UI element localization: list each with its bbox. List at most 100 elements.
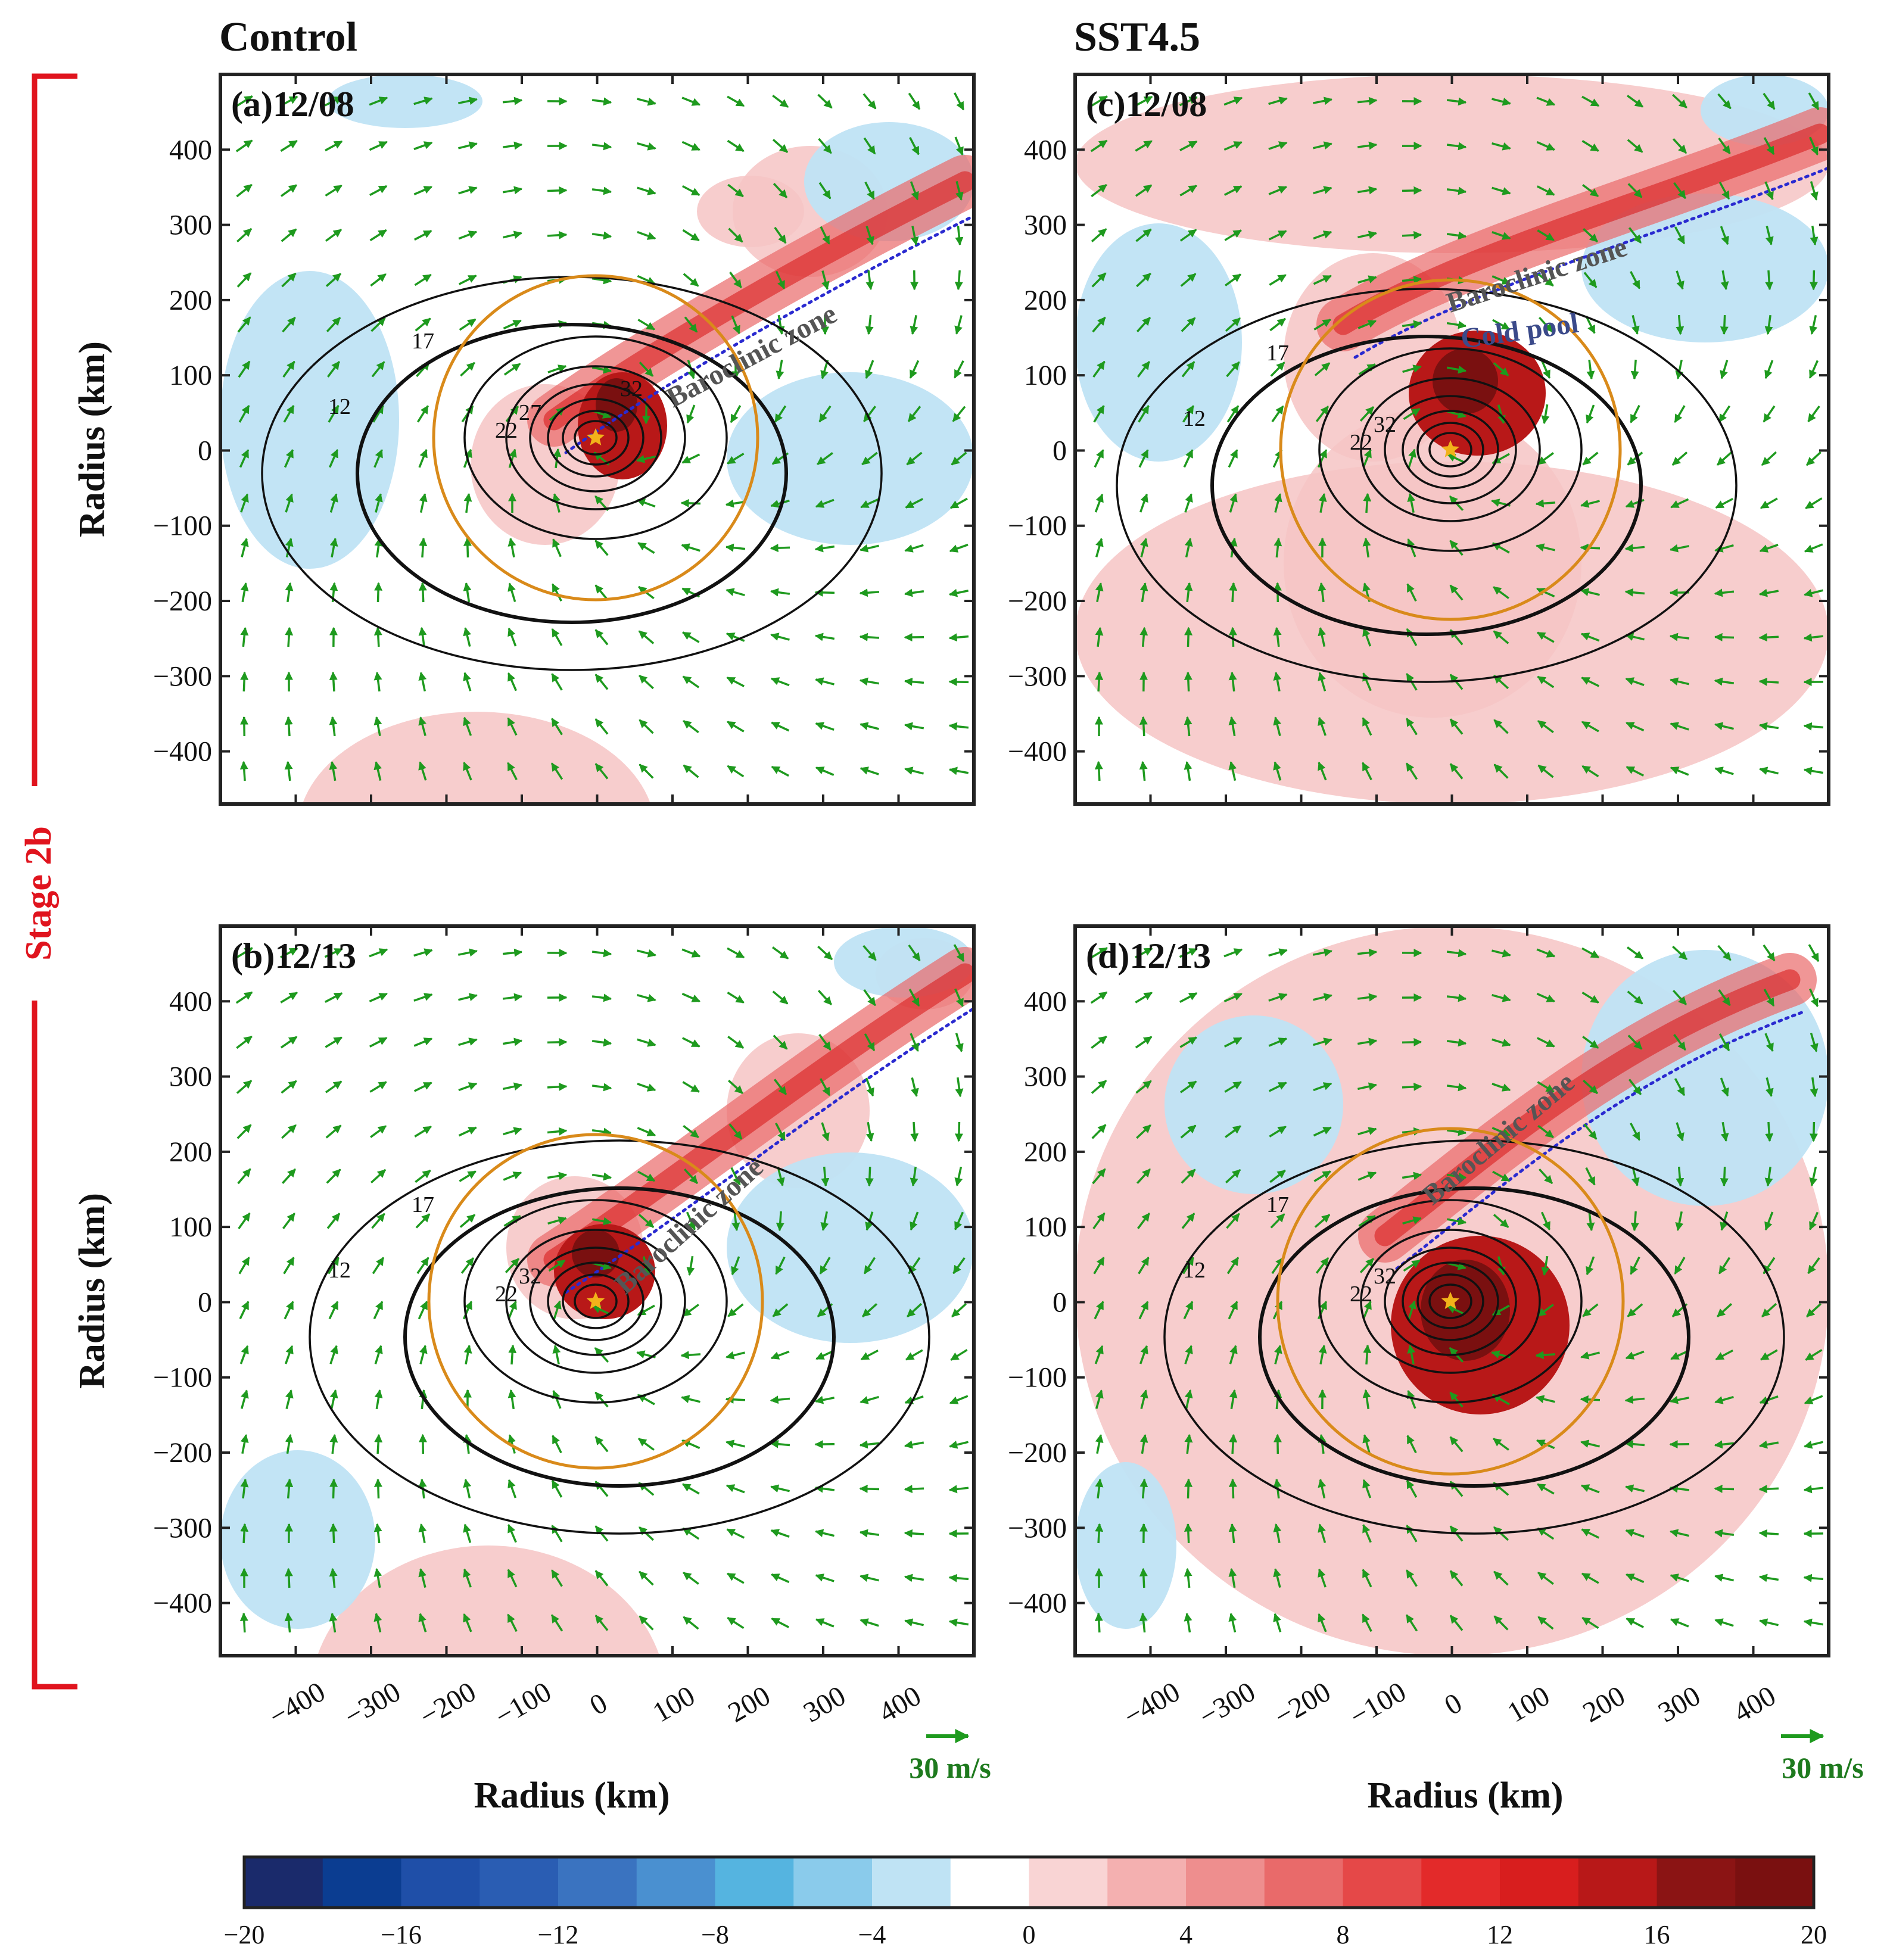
x-tick-label: 0 — [1439, 1687, 1467, 1722]
wind-vector — [1090, 95, 1108, 107]
column-title-sst45: SST4.5 — [1074, 14, 1200, 60]
wind-vector — [458, 1037, 478, 1046]
wind-vector — [1720, 226, 1729, 245]
wind-vector — [1449, 540, 1464, 556]
wind-vector — [1537, 1616, 1554, 1630]
x-tick-label: 200 — [723, 1680, 776, 1729]
y-tick-label: 0 — [1053, 1286, 1067, 1318]
wind-vector — [773, 1034, 788, 1050]
wind-vector — [463, 537, 472, 558]
wind-vector — [865, 1166, 874, 1187]
wind-vector — [726, 1572, 745, 1584]
colorbar-tick-label: −8 — [701, 1920, 729, 1949]
y-tick-label: 300 — [1024, 210, 1067, 241]
wind-vector — [1402, 1171, 1422, 1180]
wind-vector — [417, 405, 429, 423]
wind-vector — [1362, 717, 1372, 736]
wind-vector — [235, 139, 253, 152]
wind-vector — [728, 1079, 743, 1095]
wind-vector — [683, 764, 699, 778]
wind-vector — [1537, 764, 1554, 778]
contour-line — [1384, 1247, 1517, 1356]
colorbar-segment — [1657, 1857, 1736, 1908]
wind-vector — [686, 404, 696, 424]
wind-vector — [686, 1255, 695, 1276]
wind-vector — [683, 1124, 699, 1139]
wind-vector — [727, 1616, 745, 1629]
wind-vector — [1670, 1350, 1689, 1360]
wind-vector — [284, 449, 294, 468]
wind-vector — [776, 1211, 784, 1232]
wind-vector — [1139, 1612, 1148, 1633]
wind-vector — [1228, 671, 1237, 692]
wind-vector — [1630, 1211, 1639, 1232]
wind-vector — [1580, 1484, 1600, 1494]
storm-center-star-icon — [586, 1292, 605, 1309]
wind-vector — [1718, 1257, 1731, 1275]
x-tick-label: −100 — [1344, 1676, 1411, 1732]
wind-vector — [1318, 672, 1327, 691]
wind-vector — [1140, 538, 1148, 557]
wind-vector — [1095, 538, 1104, 557]
wind-vector — [1091, 272, 1107, 288]
wind-vector — [904, 1485, 924, 1494]
wind-vector — [457, 948, 478, 957]
wind-vector — [591, 231, 612, 240]
contour-line — [505, 1229, 686, 1374]
wind-vector — [638, 1438, 655, 1451]
wind-vector — [1313, 319, 1331, 331]
wind-vector — [1184, 582, 1193, 603]
wind-vector — [372, 1257, 385, 1275]
wind-vector — [326, 317, 341, 332]
wind-vector — [1804, 1395, 1823, 1404]
wind-vector — [1269, 274, 1287, 286]
wind-vector — [552, 1389, 562, 1409]
wind-vector — [1492, 186, 1511, 195]
wind-vector — [1763, 405, 1776, 423]
positive-anomaly-region — [1284, 408, 1581, 718]
wind-vector — [1625, 677, 1645, 686]
wind-vector — [727, 139, 745, 152]
wind-vector — [910, 1166, 918, 1187]
wind-vector — [684, 316, 698, 333]
wind-vector — [863, 1257, 876, 1275]
wind-vector — [864, 181, 875, 200]
wind-vector — [1313, 1170, 1331, 1182]
wind-vector — [1181, 317, 1196, 332]
wind-vector — [639, 1615, 654, 1631]
wind-vector — [1582, 184, 1599, 197]
wind-vector — [1537, 452, 1554, 465]
wind-vector — [1139, 1568, 1148, 1588]
wind-vector — [507, 627, 517, 647]
wind-vector — [550, 762, 563, 780]
wind-vector — [1585, 1167, 1596, 1186]
wind-vector — [1223, 185, 1243, 196]
wind-vector — [1670, 766, 1689, 776]
wind-vector — [773, 1079, 787, 1095]
wind-vector — [1585, 315, 1596, 334]
wind-vector — [731, 315, 740, 335]
wind-vector — [864, 1033, 876, 1052]
wind-vector — [1182, 1257, 1194, 1275]
contour-label: 17 — [412, 329, 434, 354]
wind-vector — [637, 1127, 656, 1136]
wind-vector — [1541, 404, 1550, 425]
wind-vector — [817, 94, 833, 109]
negative-anomaly-region — [220, 271, 399, 569]
wind-vector — [1536, 185, 1555, 196]
wind-vector — [1139, 1478, 1148, 1499]
wind-vector — [727, 183, 744, 198]
wind-vector — [235, 95, 253, 107]
wind-vector — [1362, 537, 1371, 558]
wind-vector — [1402, 320, 1422, 329]
wind-vector — [1405, 762, 1418, 780]
contour-label: 17 — [1266, 341, 1289, 366]
contour-label: 12 — [328, 394, 351, 419]
wind-vector — [1135, 1036, 1153, 1049]
wind-vector — [280, 1036, 298, 1049]
wind-vector — [413, 948, 433, 957]
wind-vector — [1631, 315, 1640, 335]
colorbar-tick-label: −4 — [858, 1920, 886, 1949]
wind-vector — [1405, 1614, 1418, 1632]
wind-vector — [239, 1612, 248, 1633]
